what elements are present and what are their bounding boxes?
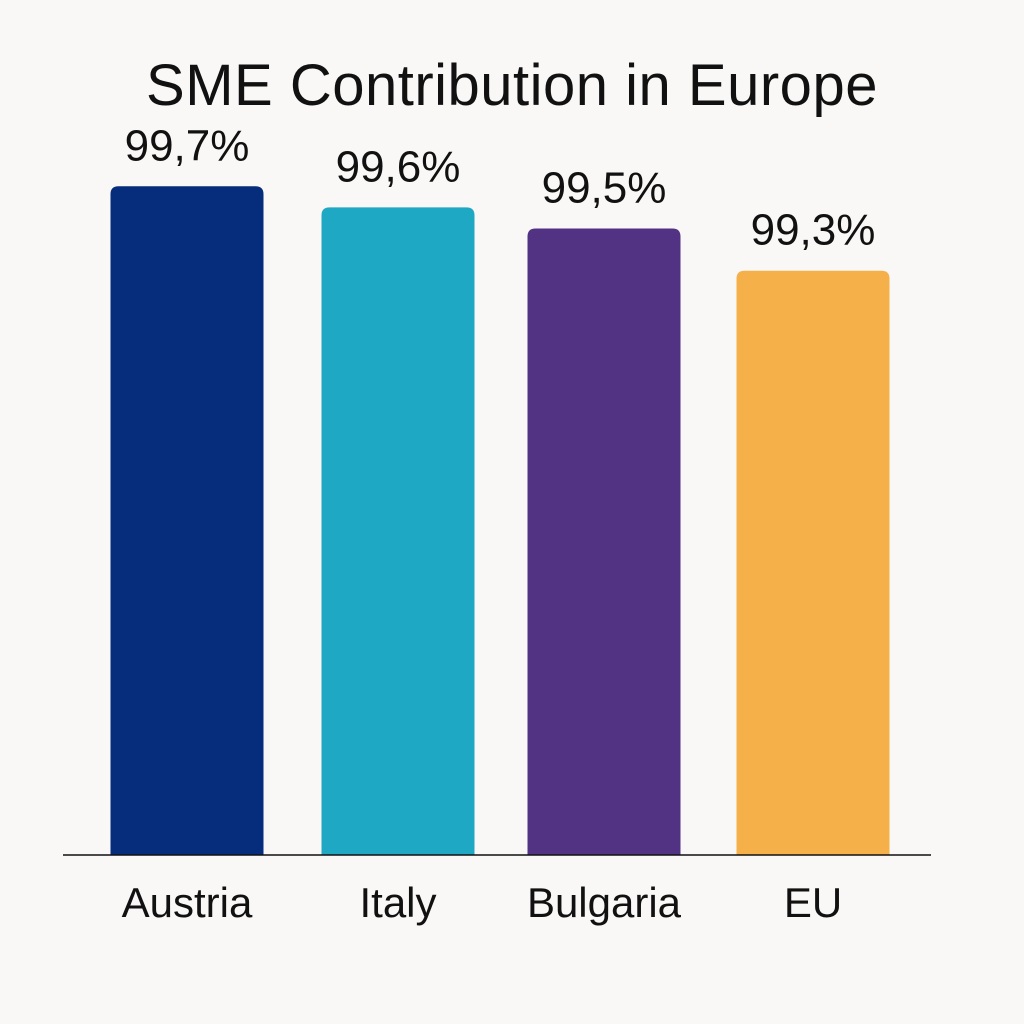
bar-italy (321, 207, 475, 855)
value-label-austria: 99,7% (125, 121, 250, 170)
chart-title: SME Contribution in Europe (146, 53, 878, 118)
bars-layer (110, 186, 890, 856)
value-label-eu: 99,3% (751, 206, 876, 255)
value-label-bulgaria: 99,5% (542, 164, 667, 213)
category-label-eu: EU (784, 879, 842, 926)
category-labels-layer: Austria Italy Bulgaria EU (122, 879, 843, 926)
bar-eu (736, 270, 890, 855)
category-label-austria: Austria (122, 879, 253, 926)
value-label-italy: 99,6% (336, 142, 461, 191)
category-label-bulgaria: Bulgaria (527, 879, 682, 926)
category-label-italy: Italy (359, 879, 436, 926)
bar-austria (110, 186, 264, 856)
bar-bulgaria (527, 228, 681, 855)
value-labels-layer: 99,7% 99,6% 99,5% 99,3% (125, 121, 876, 254)
